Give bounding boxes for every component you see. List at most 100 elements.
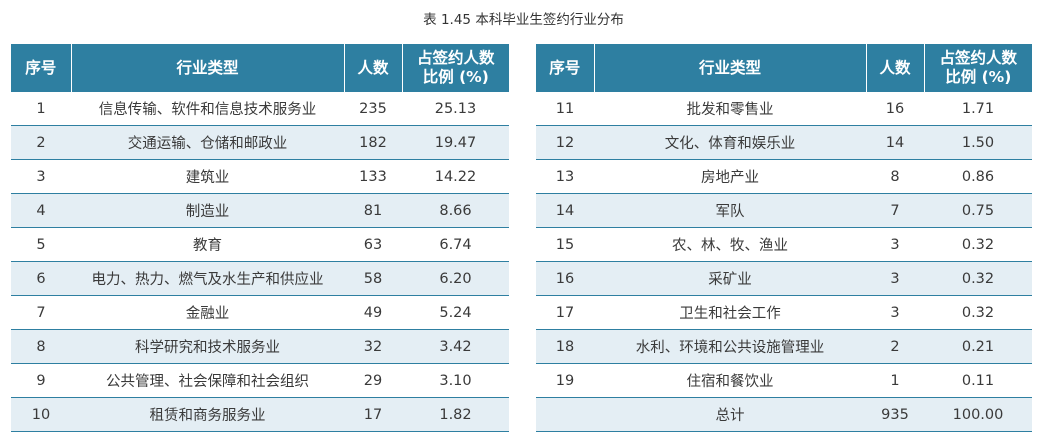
cell-no: 17 <box>536 295 594 330</box>
cell-count: 2 <box>866 329 924 364</box>
industry-table-right: 序号 行业类型 人数 占签约人数 比例 (%) 11 批发和零售业 16 1.71 12… <box>536 44 1032 432</box>
cell-count: 17 <box>344 397 402 432</box>
cell-count: 14 <box>866 125 924 160</box>
cell-no: 6 <box>11 261 71 296</box>
cell-count: 235 <box>344 92 402 126</box>
table-caption: 表 1.45 本科毕业生签约行业分布 <box>423 12 624 28</box>
header-industry: 行业类型 <box>594 44 867 92</box>
cell-ratio: 14.22 <box>402 159 509 194</box>
cell-ratio: 0.11 <box>924 363 1032 398</box>
cell-no: 1 <box>11 92 71 126</box>
cell-ratio: 0.75 <box>924 193 1032 228</box>
table-row: 总计 935 100.00 <box>536 397 1032 432</box>
cell-count: 16 <box>866 92 924 126</box>
cell-no: 2 <box>11 125 71 160</box>
table-row: 15 农、林、牧、渔业 3 0.32 <box>536 227 1032 262</box>
cell-ratio: 1.50 <box>924 125 1032 160</box>
cell-count: 63 <box>344 227 402 262</box>
table-row: 3 建筑业 133 14.22 <box>11 159 509 194</box>
header-ratio-line2: 比例 (%) <box>422 68 489 86</box>
cell-industry: 卫生和社会工作 <box>594 295 866 330</box>
cell-industry: 电力、热力、燃气及水生产和供应业 <box>71 261 344 296</box>
cell-industry: 建筑业 <box>71 159 344 194</box>
header-ratio: 占签约人数 比例 (%) <box>402 44 509 92</box>
cell-ratio: 0.86 <box>924 159 1032 194</box>
cell-count: 935 <box>866 397 924 432</box>
cell-industry: 制造业 <box>71 193 344 228</box>
cell-industry: 公共管理、社会保障和社会组织 <box>71 363 344 398</box>
header-no: 序号 <box>11 44 72 92</box>
cell-ratio: 19.47 <box>402 125 509 160</box>
table-row: 6 电力、热力、燃气及水生产和供应业 58 6.20 <box>11 261 509 296</box>
cell-no: 5 <box>11 227 71 262</box>
cell-count: 3 <box>866 295 924 330</box>
cell-ratio: 0.32 <box>924 295 1032 330</box>
cell-no: 10 <box>11 397 71 432</box>
table-row: 9 公共管理、社会保障和社会组织 29 3.10 <box>11 363 509 398</box>
header-ratio-line2: 比例 (%) <box>945 68 1012 86</box>
cell-no: 9 <box>11 363 71 398</box>
header-count: 人数 <box>866 44 925 92</box>
cell-count: 133 <box>344 159 402 194</box>
table-row: 5 教育 63 6.74 <box>11 227 509 262</box>
cell-ratio: 0.21 <box>924 329 1032 364</box>
cell-no: 11 <box>536 92 594 126</box>
cell-count: 1 <box>866 363 924 398</box>
table-row: 17 卫生和社会工作 3 0.32 <box>536 295 1032 330</box>
cell-no: 15 <box>536 227 594 262</box>
table-row: 19 住宿和餐饮业 1 0.11 <box>536 363 1032 398</box>
cell-count: 182 <box>344 125 402 160</box>
cell-no: 8 <box>11 329 71 364</box>
cell-ratio: 1.82 <box>402 397 509 432</box>
table-row: 4 制造业 81 8.66 <box>11 193 509 228</box>
cell-industry: 交通运输、仓储和邮政业 <box>71 125 344 160</box>
table-row: 13 房地产业 8 0.86 <box>536 159 1032 194</box>
cell-ratio: 5.24 <box>402 295 509 330</box>
cell-count: 3 <box>866 261 924 296</box>
cell-industry: 信息传输、软件和信息技术服务业 <box>71 92 344 126</box>
cell-no: 14 <box>536 193 594 228</box>
cell-count: 49 <box>344 295 402 330</box>
cell-industry: 军队 <box>594 193 866 228</box>
header-ratio-line1: 占签约人数 <box>416 49 495 67</box>
cell-count: 29 <box>344 363 402 398</box>
cell-count: 58 <box>344 261 402 296</box>
header-no: 序号 <box>536 44 595 92</box>
table-row: 11 批发和零售业 16 1.71 <box>536 92 1032 126</box>
table-row: 18 水利、环境和公共设施管理业 2 0.21 <box>536 329 1032 364</box>
cell-ratio: 6.20 <box>402 261 509 296</box>
table-row: 8 科学研究和技术服务业 32 3.42 <box>11 329 509 364</box>
cell-no: 4 <box>11 193 71 228</box>
cell-ratio: 25.13 <box>402 92 509 126</box>
cell-no: 13 <box>536 159 594 194</box>
cell-count: 81 <box>344 193 402 228</box>
table-row: 10 租赁和商务服务业 17 1.82 <box>11 397 509 432</box>
cell-industry: 农、林、牧、渔业 <box>594 227 866 262</box>
cell-industry: 租赁和商务服务业 <box>71 397 344 432</box>
cell-industry: 住宿和餐饮业 <box>594 363 866 398</box>
table-row: 2 交通运输、仓储和邮政业 182 19.47 <box>11 125 509 160</box>
header-count: 人数 <box>344 44 403 92</box>
cell-no: 3 <box>11 159 71 194</box>
table-row: 14 军队 7 0.75 <box>536 193 1032 228</box>
cell-no <box>536 397 594 432</box>
cell-count: 8 <box>866 159 924 194</box>
header-industry: 行业类型 <box>71 44 345 92</box>
cell-count: 7 <box>866 193 924 228</box>
cell-industry: 金融业 <box>71 295 344 330</box>
cell-count: 3 <box>866 227 924 262</box>
cell-ratio: 100.00 <box>924 397 1032 432</box>
cell-ratio: 0.32 <box>924 227 1032 262</box>
cell-no: 16 <box>536 261 594 296</box>
table-row: 7 金融业 49 5.24 <box>11 295 509 330</box>
cell-ratio: 8.66 <box>402 193 509 228</box>
table-row: 16 采矿业 3 0.32 <box>536 261 1032 296</box>
cell-industry: 批发和零售业 <box>594 92 866 126</box>
industry-table-left: 序号 行业类型 人数 占签约人数 比例 (%) 1 信息传输、软件和信息技术服务业… <box>11 44 509 432</box>
table-header-row: 序号 行业类型 人数 占签约人数 比例 (%) <box>536 44 1032 92</box>
cell-ratio: 3.10 <box>402 363 509 398</box>
cell-count: 32 <box>344 329 402 364</box>
cell-ratio: 1.71 <box>924 92 1032 126</box>
cell-industry: 采矿业 <box>594 261 866 296</box>
cell-ratio: 3.42 <box>402 329 509 364</box>
